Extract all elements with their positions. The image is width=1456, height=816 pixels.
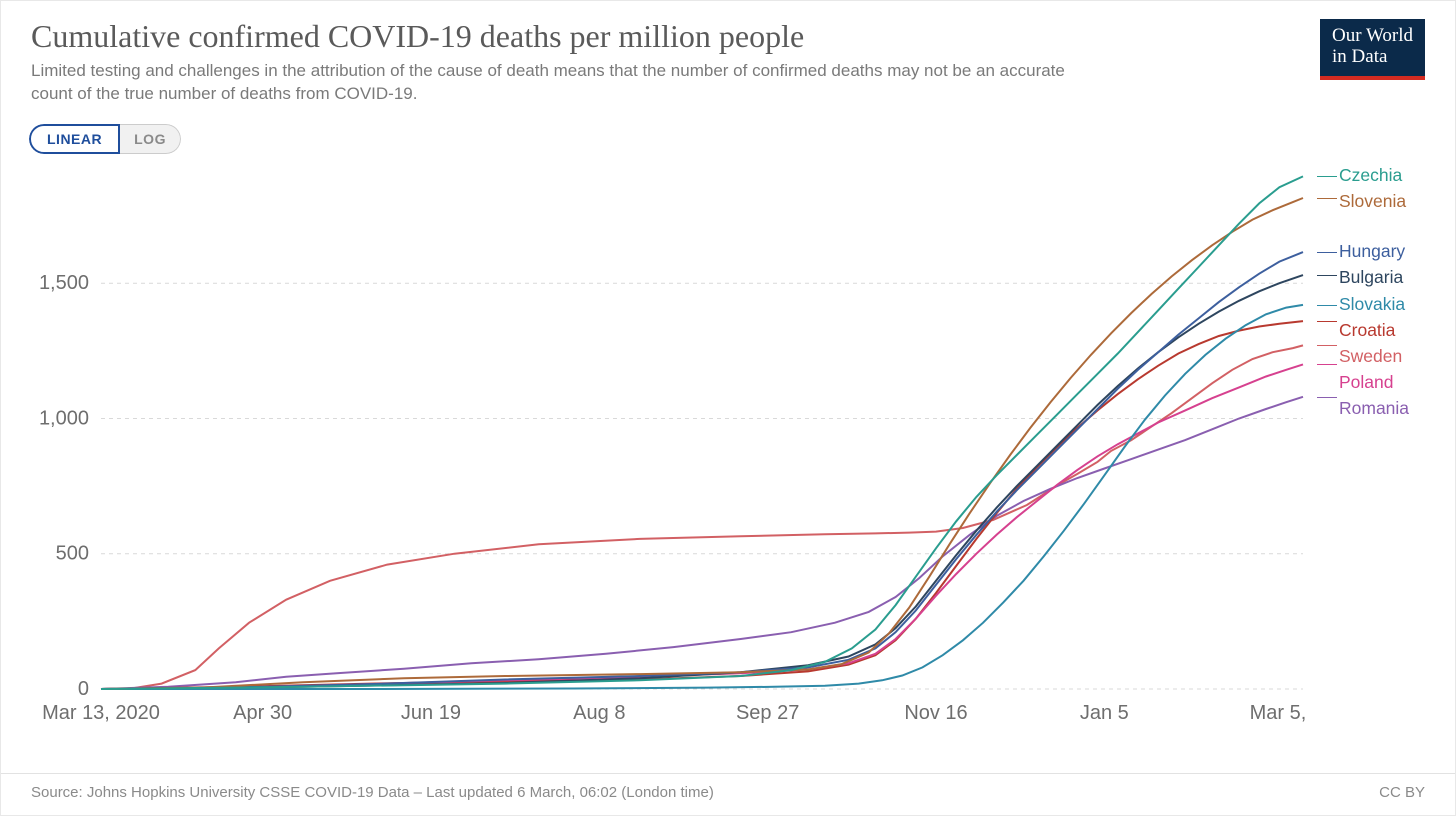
legend-item-slovakia[interactable]: Slovakia — [1339, 296, 1405, 314]
legend-connector — [1317, 275, 1337, 276]
svg-text:Apr 30: Apr 30 — [233, 702, 292, 724]
series-poland — [101, 364, 1303, 689]
series-croatia — [101, 321, 1303, 689]
svg-text:Aug 8: Aug 8 — [573, 702, 625, 724]
svg-text:500: 500 — [56, 543, 89, 565]
svg-text:Jan 5: Jan 5 — [1080, 702, 1129, 724]
legend-item-poland[interactable]: Poland — [1339, 374, 1394, 392]
legend-connector — [1317, 321, 1337, 322]
chart-subtitle: Limited testing and challenges in the at… — [31, 60, 1111, 106]
chart-footer: Source: Johns Hopkins University CSSE CO… — [1, 773, 1455, 815]
legend-connector — [1317, 305, 1337, 306]
svg-text:1,000: 1,000 — [39, 407, 89, 429]
legend-item-bulgaria[interactable]: Bulgaria — [1339, 269, 1403, 287]
svg-text:Sep 27: Sep 27 — [736, 702, 799, 724]
legend-connector — [1317, 252, 1337, 253]
chart-header: Cumulative confirmed COVID-19 deaths per… — [1, 1, 1455, 112]
series-slovakia — [101, 305, 1303, 689]
footer-source: Source: Johns Hopkins University CSSE CO… — [31, 784, 714, 801]
series-sweden — [101, 345, 1303, 689]
legend-connector — [1317, 364, 1337, 365]
logo-line-2: in Data — [1332, 47, 1413, 68]
scale-linear-button[interactable]: LINEAR — [29, 124, 120, 154]
svg-text:Mar 5, 2021: Mar 5, 2021 — [1250, 702, 1311, 724]
legend-item-sweden[interactable]: Sweden — [1339, 348, 1402, 366]
series-czechia — [101, 176, 1303, 689]
legend-item-slovenia[interactable]: Slovenia — [1339, 193, 1406, 211]
series-hungary — [101, 252, 1303, 689]
legend-item-czechia[interactable]: Czechia — [1339, 167, 1402, 185]
scale-log-button[interactable]: LOG — [120, 124, 181, 154]
chart-title: Cumulative confirmed COVID-19 deaths per… — [31, 19, 1425, 54]
legend-connector — [1317, 176, 1337, 177]
scale-toggle: LINEAR LOG — [29, 124, 181, 154]
svg-text:Nov 16: Nov 16 — [904, 702, 967, 724]
svg-text:1,500: 1,500 — [39, 272, 89, 294]
legend-connector — [1317, 345, 1337, 346]
chart-legend: Czechia Slovenia Hungary Bulgaria Slovakia Cr… — [1317, 169, 1447, 729]
legend-connector — [1317, 397, 1337, 398]
svg-text:Jun 19: Jun 19 — [401, 702, 461, 724]
legend-connector — [1317, 198, 1337, 199]
svg-text:Mar 13, 2020: Mar 13, 2020 — [42, 702, 160, 724]
series-slovenia — [101, 198, 1303, 689]
legend-item-hungary[interactable]: Hungary — [1339, 243, 1405, 261]
svg-text:0: 0 — [78, 678, 89, 700]
legend-item-romania[interactable]: Romania — [1339, 400, 1409, 418]
logo-line-1: Our World — [1332, 26, 1413, 47]
legend-item-croatia[interactable]: Croatia — [1339, 322, 1395, 340]
chart-svg: 0 500 1,000 1,500 Mar 13, 2020 Apr 30 Jun 19 Au… — [31, 169, 1311, 729]
footer-license: CC BY — [1379, 784, 1425, 801]
chart-plot-area: 0 500 1,000 1,500 Mar 13, 2020 Apr 30 Jun 19 Au… — [31, 169, 1311, 729]
series-bulgaria — [101, 275, 1303, 689]
owid-logo[interactable]: Our World in Data — [1320, 19, 1425, 80]
